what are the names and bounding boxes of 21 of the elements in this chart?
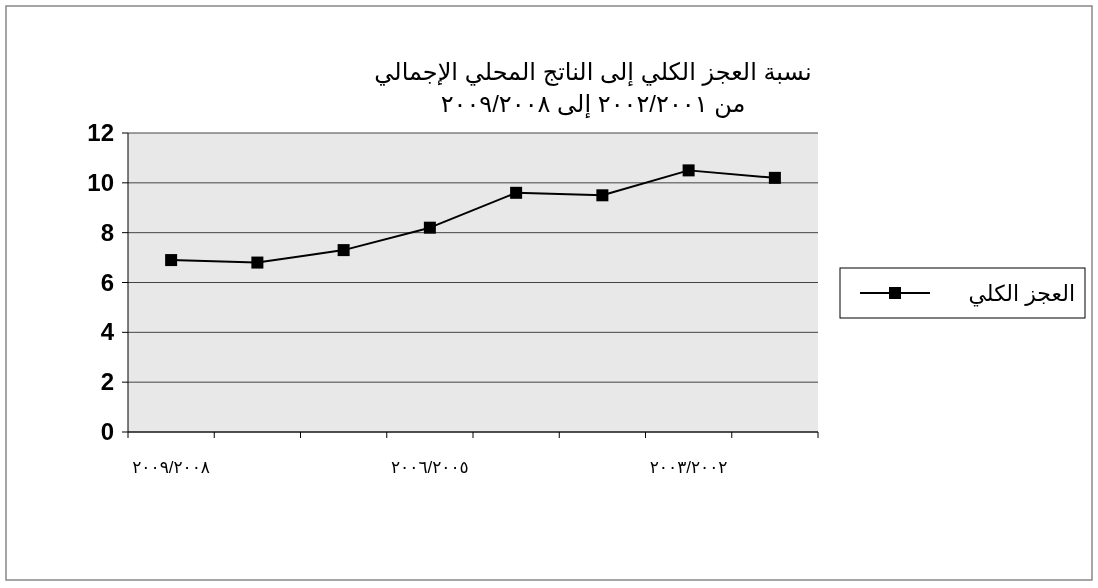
point <box>682 164 695 177</box>
x-tick-label: ٢٠٠٣/٢٠٠٢ <box>649 458 728 477</box>
y-tick-label: 10 <box>87 168 114 196</box>
chart-title: نسبة العجز الكلي إلى الناتج المحلي الإجمالي <box>374 58 812 87</box>
chart-subtitle: من ٢٠٠٢/٢٠٠١ إلى ٢٠٠٩/٢٠٠٨ <box>440 90 746 119</box>
y-tick-label: 12 <box>87 119 114 146</box>
legend-label: العجز الكلي <box>968 281 1075 307</box>
y-tick-label: 0 <box>100 418 114 445</box>
point <box>165 254 178 267</box>
point <box>337 244 350 257</box>
y-tick-label: 4 <box>100 318 115 346</box>
point <box>596 189 609 202</box>
x-tick-label: ٢٠٠٩/٢٠٠٨ <box>132 458 211 477</box>
y-tick-label: 2 <box>100 368 114 396</box>
point <box>251 256 264 269</box>
x-tick-label: ٢٠٠٦/٢٠٠٥ <box>390 458 469 477</box>
y-tick-label: 8 <box>100 218 114 246</box>
y-tick-label: 6 <box>100 268 114 296</box>
point <box>768 171 781 184</box>
point <box>423 221 436 234</box>
point <box>510 186 523 199</box>
